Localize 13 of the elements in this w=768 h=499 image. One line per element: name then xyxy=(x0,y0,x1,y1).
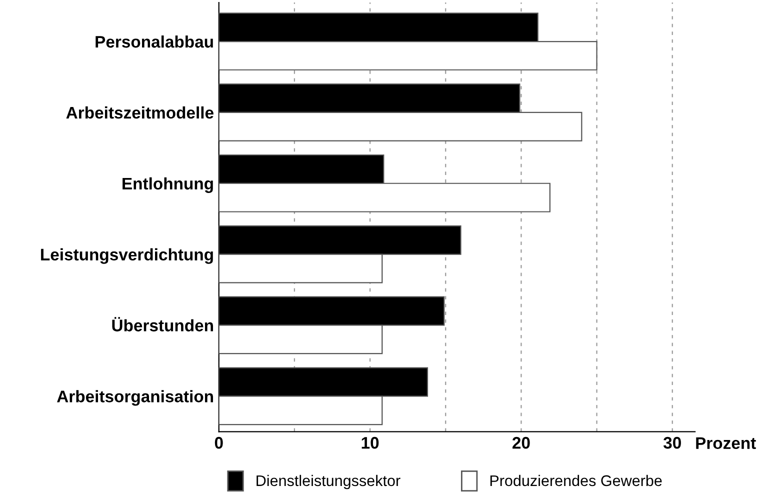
y-tick-label: Arbeitszeitmodelle xyxy=(66,106,214,119)
legend-label: Dienstleistungssektor xyxy=(256,474,400,490)
y-tick-label: Überstunden xyxy=(112,317,213,332)
y-tick-label: Arbeitsorganisation xyxy=(57,390,213,406)
y-tick-label: Leistungsverdichtung xyxy=(41,248,213,264)
x-tick-label: 30 xyxy=(663,436,681,449)
x-tick-label: 0 xyxy=(214,436,223,449)
x-tick-label: 10 xyxy=(362,436,379,449)
y-tick-label: Personalabbau xyxy=(96,35,213,48)
y-tick-label: Entlohnung xyxy=(122,177,213,193)
legend-label: Produzierendes Gewerbe xyxy=(490,474,662,486)
x-axis-title: Prozent xyxy=(696,437,756,450)
x-tick-label: 20 xyxy=(512,436,530,449)
